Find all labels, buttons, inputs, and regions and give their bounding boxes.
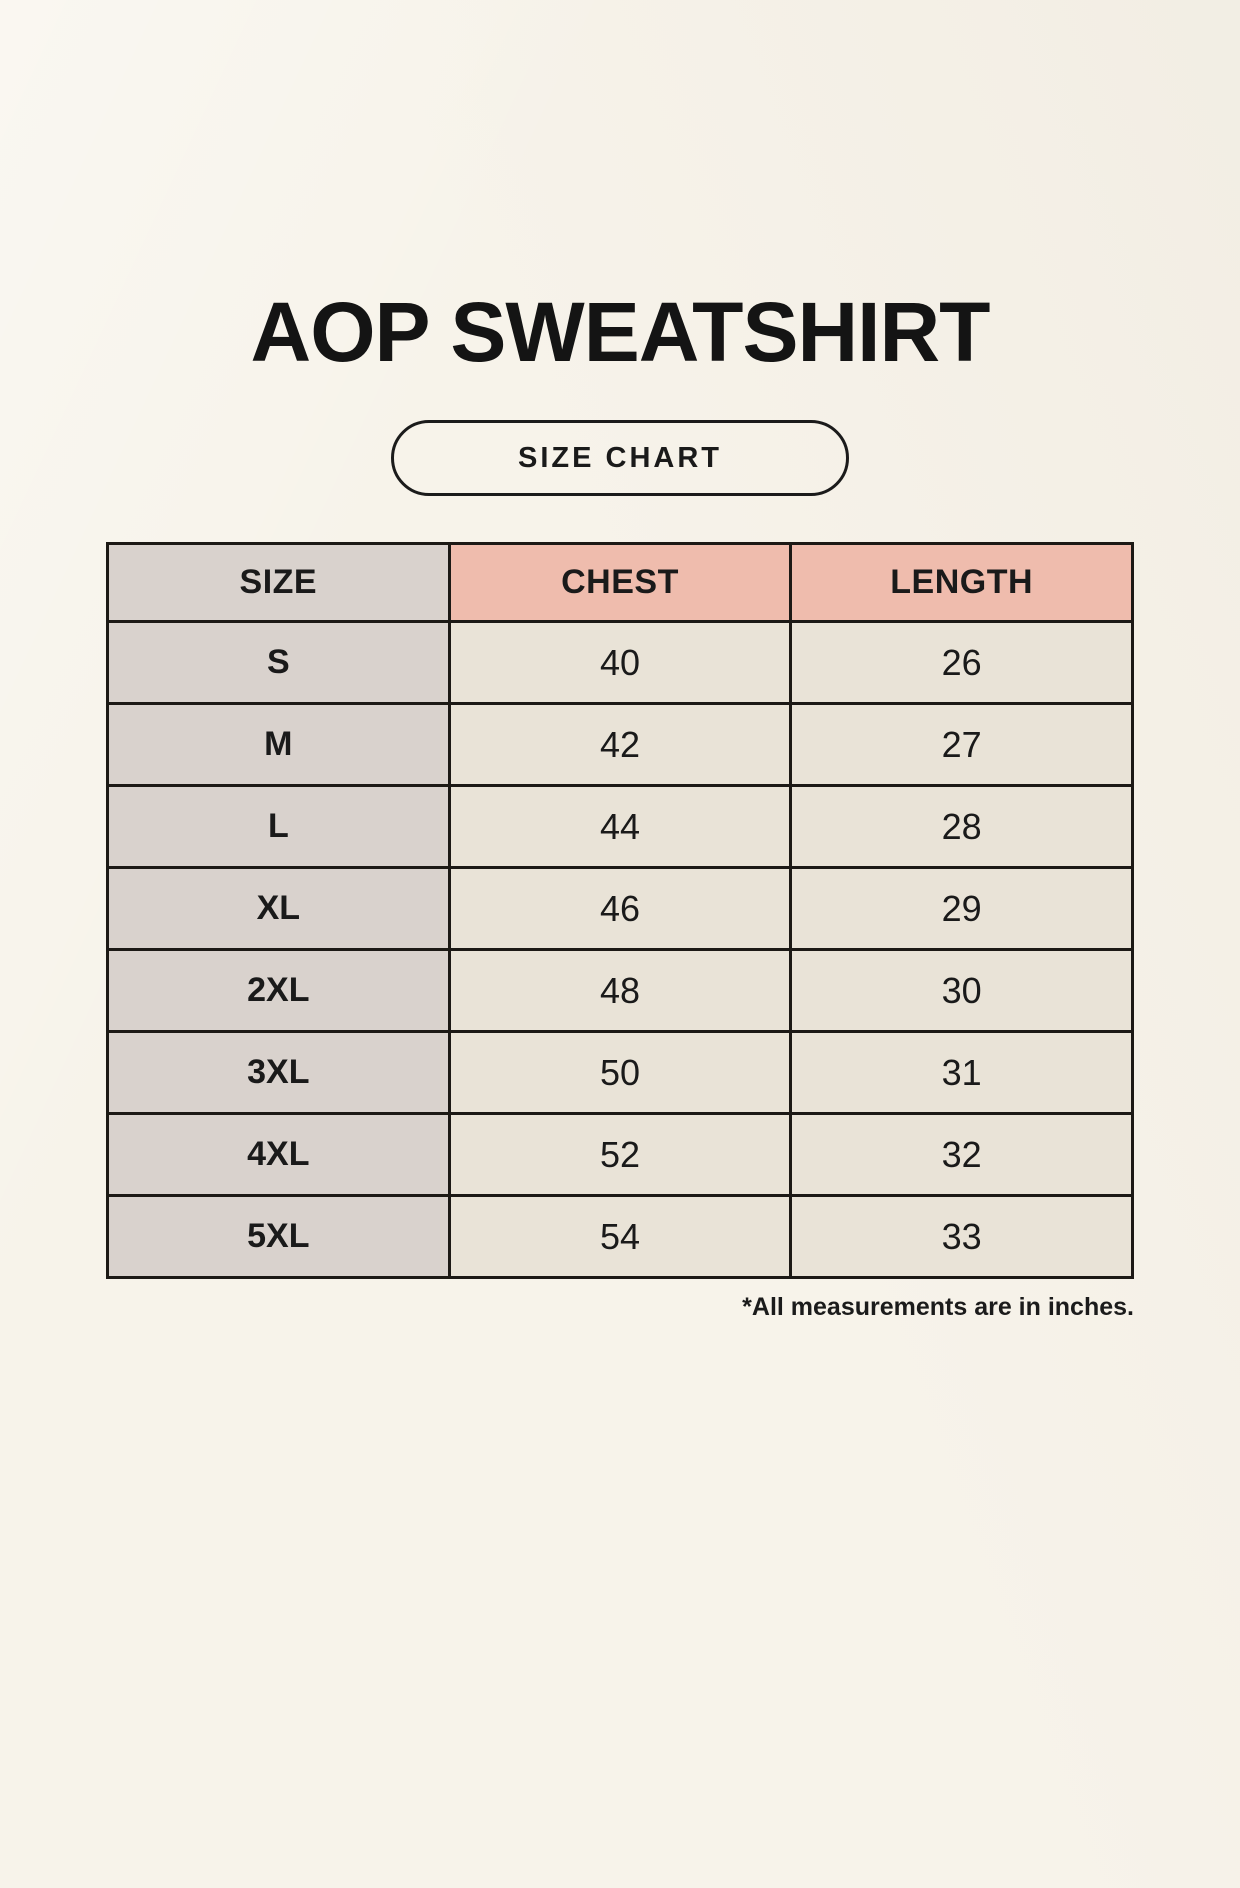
size-chart-badge: SIZE CHART	[391, 420, 849, 497]
size-chart-badge-label: SIZE CHART	[518, 441, 722, 474]
chest-cell: 50	[447, 1030, 793, 1116]
table-row: 3XL 50 31	[106, 1030, 1134, 1116]
size-cell: 3XL	[106, 1030, 451, 1116]
table-row: 5XL 54 33	[106, 1194, 1134, 1280]
measurements-footnote: *All measurements are in inches.	[742, 1293, 1134, 1322]
chest-cell: 46	[447, 866, 793, 952]
column-header-chest: CHEST	[447, 542, 793, 624]
table-row: L 44 28	[106, 784, 1134, 870]
size-cell: 2XL	[106, 948, 451, 1034]
table-row: S 40 26	[106, 620, 1134, 706]
size-cell: 5XL	[106, 1194, 451, 1280]
length-cell: 32	[789, 1112, 1134, 1198]
table-row: XL 46 29	[106, 866, 1134, 952]
length-cell: 27	[789, 702, 1134, 788]
column-header-length: LENGTH	[789, 542, 1134, 624]
size-cell: XL	[106, 866, 451, 952]
table-row: M 42 27	[106, 702, 1134, 788]
size-cell: S	[106, 620, 451, 706]
page-title: AOP SWEATSHIRT	[250, 285, 991, 379]
chest-cell: 54	[447, 1194, 793, 1280]
chest-cell: 44	[447, 784, 793, 870]
table-row: 2XL 48 30	[106, 948, 1134, 1034]
size-table-body: S 40 26 M 42 27 L 44 28 XL 46 29 2XL 48 30 3XL 50 31 4XL 52…	[106, 620, 1134, 1280]
chest-cell: 42	[447, 702, 793, 788]
size-cell: L	[106, 784, 451, 870]
column-header-size: SIZE	[106, 542, 451, 624]
size-cell: M	[106, 702, 451, 788]
chest-cell: 52	[447, 1112, 793, 1198]
table-row: 4XL 52 32	[106, 1112, 1134, 1198]
size-table: SIZE CHEST LENGTH S 40 26 M 42 27 L 44 28 XL 46 29 2…	[106, 542, 1134, 1280]
length-cell: 28	[789, 784, 1134, 870]
length-cell: 31	[789, 1030, 1134, 1116]
chest-cell: 40	[447, 620, 793, 706]
length-cell: 30	[789, 948, 1134, 1034]
chest-cell: 48	[447, 948, 793, 1034]
length-cell: 33	[789, 1194, 1134, 1280]
length-cell: 29	[789, 866, 1134, 952]
length-cell: 26	[789, 620, 1134, 706]
table-header-row: SIZE CHEST LENGTH	[106, 542, 1134, 624]
size-cell: 4XL	[106, 1112, 451, 1198]
